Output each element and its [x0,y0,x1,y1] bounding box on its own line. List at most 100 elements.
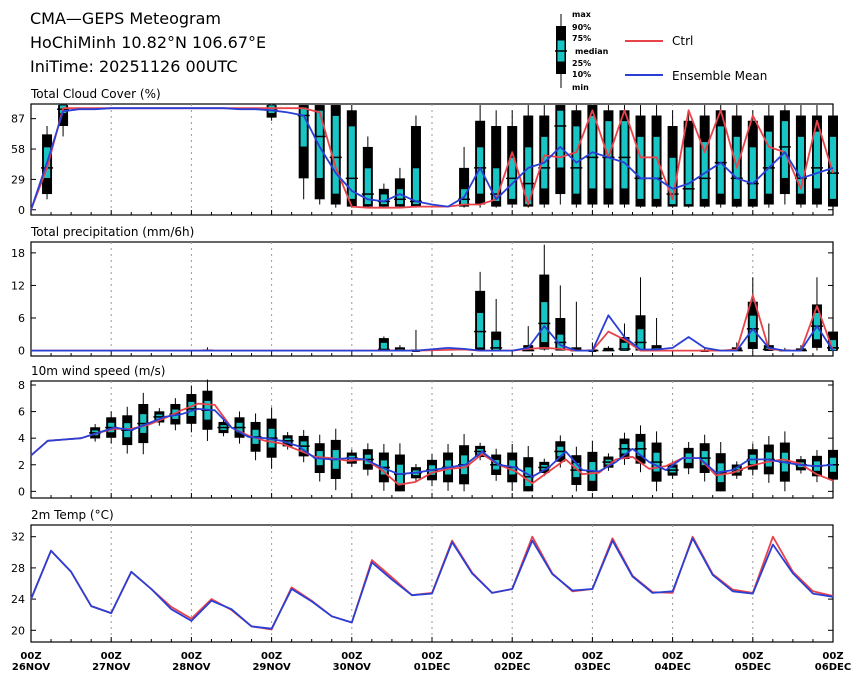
x-label-date: 26NOV [12,662,51,673]
box-inner [636,328,645,350]
box-inner [363,167,372,205]
box-inner [636,136,645,200]
x-label-date: 28NOV [172,662,211,673]
ensemble-mean-line [30,537,834,630]
box-inner [652,136,661,200]
box-outer [58,105,69,126]
box-inner [780,120,789,179]
x-label-date: 04DEC [654,662,690,673]
box-legend-label: 90% [572,23,591,32]
x-label-date: 02DEC [494,662,530,673]
panel-frame [30,524,834,643]
box-outer [571,347,582,351]
box-inner [476,312,485,349]
x-label-hour: 00Z [101,651,122,662]
box-inner [716,125,725,195]
box-inner [315,109,324,179]
box-outer [410,125,421,207]
x-axis-labels: 00Z26NOV00Z27NOV00Z28NOV00Z29NOV00Z30NOV… [12,651,851,673]
ctrl-legend-label: Ctrl [672,34,693,48]
box-inner [396,188,404,205]
precipitation-panel: Total precipitation (mm/6h) 0 6 12 18 [11,225,839,358]
box-inner [620,342,629,351]
x-label-hour: 00Z [261,651,282,662]
box-legend-label: max [572,10,592,19]
wind-speed-panel: 10m wind speed (m/s) 0 2 4 6 8 [18,364,839,499]
box-inner [813,130,821,190]
y-tick-label: 6 [18,406,25,419]
y-tick-label: 24 [11,593,25,606]
y-tick-label: 20 [11,624,25,637]
box-inner [829,136,837,200]
box-legend-label: 25% [572,59,591,68]
x-label-hour: 00Z [421,651,442,662]
box-inner [299,106,308,148]
mean-legend-label: Ensemble Mean [672,69,767,83]
meteogram-title: CMA—GEPS Meteogram [30,9,221,28]
x-label-hour: 00Z [662,651,683,662]
x-label-hour: 00Z [341,651,362,662]
y-tick-label: 8 [18,379,25,392]
box-inner [331,115,340,195]
x-label-date: 01DEC [414,662,450,673]
x-label-hour: 00Z [181,651,202,662]
panel-title: Total Cloud Cover (%) [30,87,161,101]
y-tick-label: 4 [18,432,25,445]
box-inner [620,120,629,190]
y-tick-label: 28 [11,562,25,575]
box-legend-label: 75% [572,34,591,43]
x-label-hour: 00Z [20,651,41,662]
ensemble-mean-line [30,107,834,211]
x-label-hour: 00Z [502,651,523,662]
panel-title: Total precipitation (mm/6h) [30,225,194,239]
box-legend-label: 10% [572,70,591,79]
y-tick-label: 2 [18,459,25,472]
y-tick-label: 12 [11,279,25,292]
x-label-hour: 00Z [742,651,763,662]
box-inner [684,146,693,205]
temperature-panel: 2m Temp (°C) 20 24 28 32 [11,508,834,643]
y-tick-label: 87 [11,113,25,126]
x-label-date: 29NOV [252,662,291,673]
box-inner [556,109,565,169]
x-label-date: 06DEC [815,662,851,673]
y-tick-label: 18 [11,247,25,260]
box-inner [764,130,773,195]
y-tick-label: 0 [18,345,25,358]
box-inner [476,146,485,195]
box-inner [748,146,757,200]
panel-title: 2m Temp (°C) [31,508,114,522]
init-time-label: IniTime: 20251126 00UTC [30,57,238,76]
y-tick-label: 6 [18,312,25,325]
box-inner [412,167,420,205]
box-inner [797,136,805,195]
location-label: HoChiMinh 10.82°N 106.67°E [30,33,266,52]
x-label-date: 30NOV [333,662,372,673]
box-outer [491,125,502,207]
y-tick-label: 0 [18,485,25,498]
panel-title: 10m wind speed (m/s) [31,364,165,378]
box-legend-label: min [572,83,589,92]
box-outer [459,167,470,207]
box-inner [492,339,501,351]
ensemble-mean-line [31,314,834,352]
box-inner [492,167,501,202]
ctrl-line [30,402,834,486]
cloud-cover-panel: Total Cloud Cover (%) 0 29 58 87 [11,87,839,217]
x-label-date: 05DEC [735,662,771,673]
y-tick-label: 32 [11,531,25,544]
box-inner [347,125,356,200]
y-tick-label: 58 [11,143,25,156]
x-label-hour: 00Z [822,651,843,662]
box-inner [379,193,388,205]
box-legend-label: median [575,47,609,56]
y-tick-label: 29 [11,173,25,186]
y-tick-label: 0 [18,204,25,217]
box-legend: max 90% 75% median 25% 10% min [555,10,609,92]
x-label-date: 27NOV [92,662,131,673]
x-label-date: 03DEC [574,662,610,673]
box-inner [540,301,549,343]
x-label-hour: 00Z [582,651,603,662]
ensemble-mean-line [30,407,834,478]
